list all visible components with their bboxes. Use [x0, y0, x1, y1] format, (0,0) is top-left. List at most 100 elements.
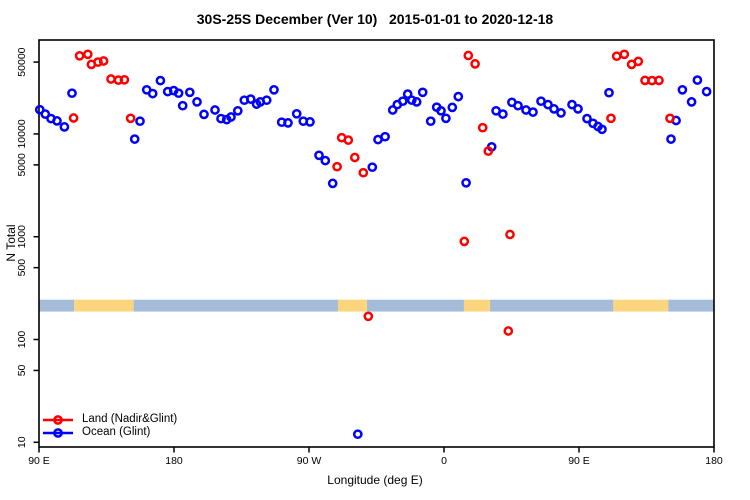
data-point [210, 105, 220, 115]
data-point [82, 49, 93, 60]
data-point [363, 311, 374, 322]
band-segment-land [74, 299, 134, 312]
data-point [436, 105, 446, 116]
data-point [184, 87, 195, 98]
data-point [269, 84, 279, 95]
band-segment-ocean [490, 299, 614, 312]
land-ocean-band [39, 299, 714, 312]
band-segment-ocean [668, 299, 714, 312]
y-tick-label: 10000 [16, 119, 28, 148]
data-point [332, 161, 342, 172]
data-point [387, 105, 398, 115]
data-point [606, 113, 616, 124]
data-point [686, 97, 697, 107]
data-point [505, 229, 515, 240]
y-tick-label: 5000 [16, 153, 28, 177]
x-tick-label: 180 [705, 455, 723, 467]
data-point [52, 116, 62, 126]
data-point [119, 74, 130, 85]
data-point [177, 100, 188, 111]
data-point [358, 167, 369, 178]
data-point [582, 113, 592, 124]
data-point [654, 75, 664, 86]
data-point [611, 51, 622, 62]
data-point [619, 49, 630, 60]
data-point [549, 104, 559, 114]
data-point [129, 134, 140, 144]
y-tick-label: 1000 [16, 225, 28, 249]
data-point [125, 113, 136, 124]
data-point [677, 84, 688, 95]
data-point [498, 109, 508, 119]
data-point [305, 117, 315, 127]
y-tick-label: 50000 [16, 47, 28, 76]
data-point [441, 113, 451, 124]
y-tick-label: 10 [16, 436, 28, 448]
data-point [406, 95, 417, 106]
x-tick-label: 90 E [568, 455, 590, 467]
data-point [314, 150, 324, 161]
ocean-series-symbol-icon [43, 427, 73, 438]
data-point [503, 326, 514, 336]
x-tick-label: 0 [441, 455, 447, 467]
data-point [425, 116, 436, 127]
data-point [597, 124, 607, 135]
data-point [453, 91, 464, 102]
data-point [349, 152, 360, 163]
ocean-series [34, 75, 712, 440]
data-point [40, 109, 51, 119]
data-point [543, 99, 553, 110]
x-tick-label: 90 W [297, 455, 322, 467]
data-point [226, 112, 236, 122]
data-point [701, 86, 712, 97]
data-point [352, 429, 363, 440]
data-point [556, 108, 566, 118]
data-point [573, 104, 583, 114]
legend: Land (Nadir&Glint) Ocean (Glint) [42, 413, 177, 439]
data-point [283, 118, 293, 128]
band-segment-ocean [367, 299, 464, 312]
data-point [459, 236, 470, 247]
data-point [477, 122, 488, 133]
data-point [59, 122, 70, 132]
land-series [68, 49, 675, 336]
data-point [447, 102, 458, 113]
data-point [74, 50, 85, 61]
data-point [155, 75, 166, 86]
y-tick-label: 500 [16, 259, 28, 277]
legend-item-land: Land (Nadir&Glint) [42, 413, 177, 426]
x-tick-label: 180 [165, 455, 183, 467]
x-axis-label: Longitude (deg E) [327, 473, 423, 487]
data-point [397, 96, 408, 107]
data-point [93, 57, 103, 67]
data-point [199, 109, 209, 120]
legend-label-land: Land (Nadir&Glint) [82, 413, 178, 425]
y-axis-label: N Total [4, 224, 18, 262]
data-point [245, 94, 256, 104]
data-point [67, 88, 77, 99]
data-point [461, 177, 471, 188]
data-point [417, 87, 428, 98]
data-point [528, 107, 538, 117]
data-point [604, 87, 614, 98]
band-segment-ocean [133, 299, 338, 312]
data-point [98, 56, 109, 66]
data-point [327, 178, 338, 189]
land-series-symbol-icon [43, 414, 73, 425]
data-point [463, 50, 474, 61]
data-point [147, 88, 158, 99]
y-tick-label: 100 [16, 331, 28, 349]
data-point [135, 116, 145, 127]
data-point [567, 99, 577, 110]
band-segment-land [337, 299, 368, 312]
band-segment-land [463, 299, 491, 312]
band-segment-ocean [39, 299, 75, 312]
y-tick-label: 50 [16, 364, 28, 376]
legend-label-ocean: Ocean (Glint) [82, 426, 151, 438]
axis-tick-labels: 90 E 180 90 W 0 90 E 180 50000 10000 5000 1000 500… [16, 47, 723, 467]
data-point [192, 97, 202, 107]
data-point [291, 108, 302, 119]
x-tick-label: 90 E [28, 455, 50, 467]
